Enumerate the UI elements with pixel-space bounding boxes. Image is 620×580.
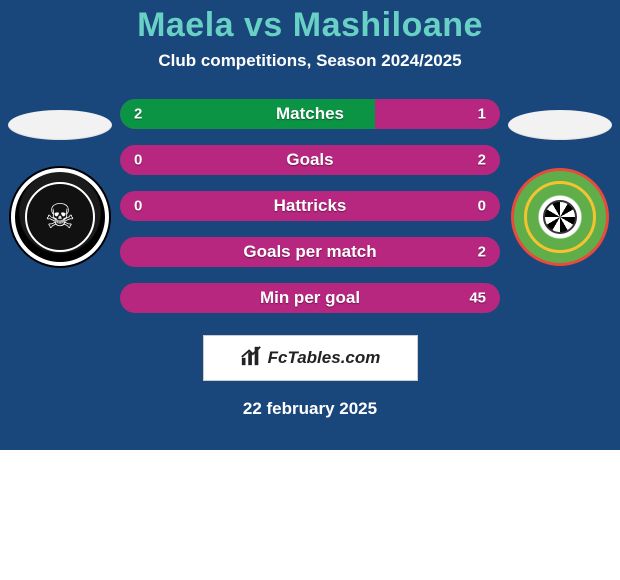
watermark: FcTables.com xyxy=(203,335,418,381)
stat-label: Matches xyxy=(276,104,344,124)
team-left-column: ☠ xyxy=(0,110,120,266)
stat-label: Goals xyxy=(286,150,333,170)
stat-row: Goals per match 2 xyxy=(120,237,500,267)
page-title: Maela vs Mashiloane xyxy=(0,6,620,45)
stat-label: Hattricks xyxy=(274,196,347,216)
stat-row: 0 Hattricks 0 xyxy=(120,191,500,221)
stat-value-right: 2 xyxy=(478,244,486,261)
stat-value-right: 45 xyxy=(469,290,486,307)
watermark-text: FcTables.com xyxy=(268,348,381,368)
player-silhouette-right xyxy=(508,110,612,140)
player-silhouette-left xyxy=(8,110,112,140)
stat-label: Min per goal xyxy=(260,288,360,308)
stat-value-right: 0 xyxy=(478,198,486,215)
stat-value-left: 0 xyxy=(134,152,142,169)
team-right-logo xyxy=(511,168,609,266)
stat-row: 2 Matches 1 xyxy=(120,99,500,129)
skull-icon: ☠ xyxy=(25,182,95,252)
team-left-logo: ☠ xyxy=(11,168,109,266)
subtitle: Club competitions, Season 2024/2025 xyxy=(0,51,620,71)
stat-row: 0 Goals 2 xyxy=(120,145,500,175)
stat-value-right: 1 xyxy=(478,106,486,123)
comparison-card: Maela vs Mashiloane Club competitions, S… xyxy=(0,0,620,450)
stats-table: 2 Matches 1 0 Goals 2 0 Hattricks 0 Goals per mat… xyxy=(120,99,500,313)
stat-value-left: 0 xyxy=(134,198,142,215)
bar-chart-icon xyxy=(240,345,262,372)
stat-value-left: 2 xyxy=(134,106,142,123)
football-icon xyxy=(543,200,577,234)
footer-date: 22 february 2025 xyxy=(0,399,620,419)
team-right-column xyxy=(500,110,620,266)
stat-value-right: 2 xyxy=(478,152,486,169)
stat-row: Min per goal 45 xyxy=(120,283,500,313)
stat-label: Goals per match xyxy=(243,242,376,262)
